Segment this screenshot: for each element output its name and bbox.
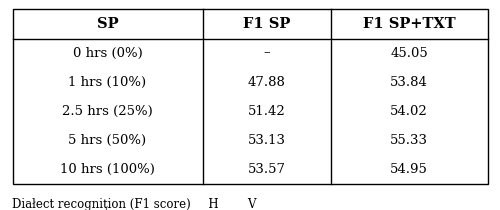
Text: SP: SP xyxy=(96,17,118,31)
Text: 1 hrs (10%): 1 hrs (10%) xyxy=(68,76,146,89)
Text: 45.05: 45.05 xyxy=(390,47,428,59)
Text: F1 SP: F1 SP xyxy=(243,17,290,31)
Text: 2.5 hrs (25%): 2.5 hrs (25%) xyxy=(62,105,153,118)
Text: 55.33: 55.33 xyxy=(390,134,428,147)
Text: 54.02: 54.02 xyxy=(390,105,428,118)
Text: 51.42: 51.42 xyxy=(248,105,286,118)
Text: 5 hrs (50%): 5 hrs (50%) xyxy=(68,134,146,147)
Text: Diałect recogniţion (F1 score)   H     V: Diałect recogniţion (F1 score) H V xyxy=(12,198,257,210)
Text: 47.88: 47.88 xyxy=(248,76,286,89)
Text: 10 hrs (100%): 10 hrs (100%) xyxy=(60,163,155,176)
Text: –: – xyxy=(264,47,270,59)
Text: 0 hrs (0%): 0 hrs (0%) xyxy=(72,47,142,59)
Text: F1 SP+TXT: F1 SP+TXT xyxy=(363,17,456,31)
Text: 53.84: 53.84 xyxy=(390,76,428,89)
Text: 53.13: 53.13 xyxy=(248,134,286,147)
Bar xyxy=(12,9,488,184)
Text: 54.95: 54.95 xyxy=(390,163,428,176)
Text: 53.57: 53.57 xyxy=(248,163,286,176)
